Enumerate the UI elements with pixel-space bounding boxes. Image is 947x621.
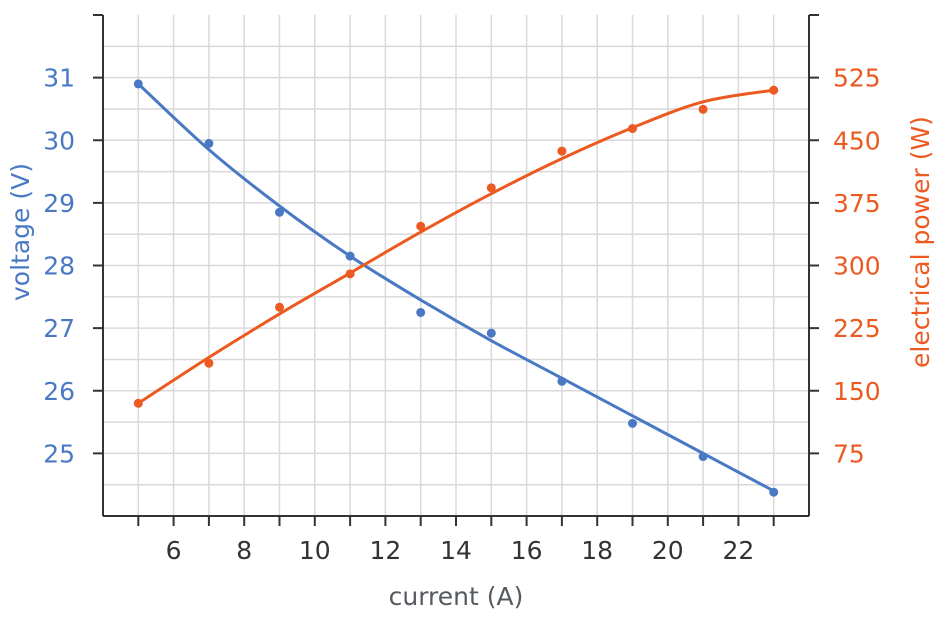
voltage-data-point	[345, 251, 355, 261]
voltage-data-point	[275, 207, 284, 217]
ticks: 6 8 10 12 14 16 18 20 22 25 26 27 28 29 30 31 75 150 225 30…	[43, 64, 881, 565]
right-tick-label: 75	[833, 439, 865, 468]
power-data-point	[204, 358, 214, 368]
x-tick-label: 6	[166, 536, 182, 565]
x-tick-label: 22	[722, 536, 754, 565]
power-data-point	[416, 221, 426, 231]
voltage-data-point	[486, 328, 496, 338]
power-data-point	[698, 104, 708, 114]
right-tick-label: 525	[833, 64, 881, 93]
left-tick-label: 27	[43, 314, 75, 343]
left-tick-label: 26	[43, 377, 75, 406]
power-data-point	[345, 269, 355, 279]
data-points	[133, 79, 779, 497]
power-data-point	[557, 146, 567, 156]
voltage-fit-line	[136, 82, 776, 493]
voltage-data-point	[628, 418, 637, 428]
voltage-data-point	[769, 487, 779, 497]
right-tick-label: 375	[833, 189, 881, 218]
power-fit-line	[136, 88, 776, 405]
right-tick-label: 300	[833, 252, 881, 281]
voltage-data-point	[557, 376, 567, 386]
x-axis-title: current (A)	[389, 582, 524, 611]
power-data-point	[275, 302, 284, 312]
x-tick-label: 14	[440, 536, 472, 565]
left-tick-label: 30	[43, 126, 75, 155]
right-tick-label: 225	[833, 314, 881, 343]
x-tick-label: 18	[581, 536, 613, 565]
voltage-data-point	[133, 79, 143, 89]
voltage-data-point	[204, 138, 214, 148]
left-tick-label: 31	[43, 64, 75, 93]
left-tick-label: 29	[43, 189, 75, 218]
fit-curves	[136, 82, 776, 493]
x-tick-label: 16	[511, 536, 543, 565]
x-tick-label: 20	[652, 536, 684, 565]
right-axis-title: electrical power (W)	[906, 116, 935, 368]
left-axis-title: voltage (V)	[6, 163, 35, 301]
power-data-point	[486, 183, 496, 193]
right-tick-label: 150	[833, 377, 881, 406]
left-tick-label: 28	[43, 252, 75, 281]
x-tick-label: 8	[236, 536, 252, 565]
voltage-data-point	[698, 452, 708, 462]
power-data-point	[769, 85, 779, 95]
x-tick-label: 12	[369, 536, 401, 565]
x-tick-label: 10	[299, 536, 331, 565]
power-data-point	[628, 124, 637, 134]
right-tick-label: 450	[833, 126, 881, 155]
voltage-data-point	[416, 307, 426, 317]
power-data-point	[133, 398, 143, 408]
left-tick-label: 25	[43, 439, 75, 468]
grid	[103, 15, 809, 516]
